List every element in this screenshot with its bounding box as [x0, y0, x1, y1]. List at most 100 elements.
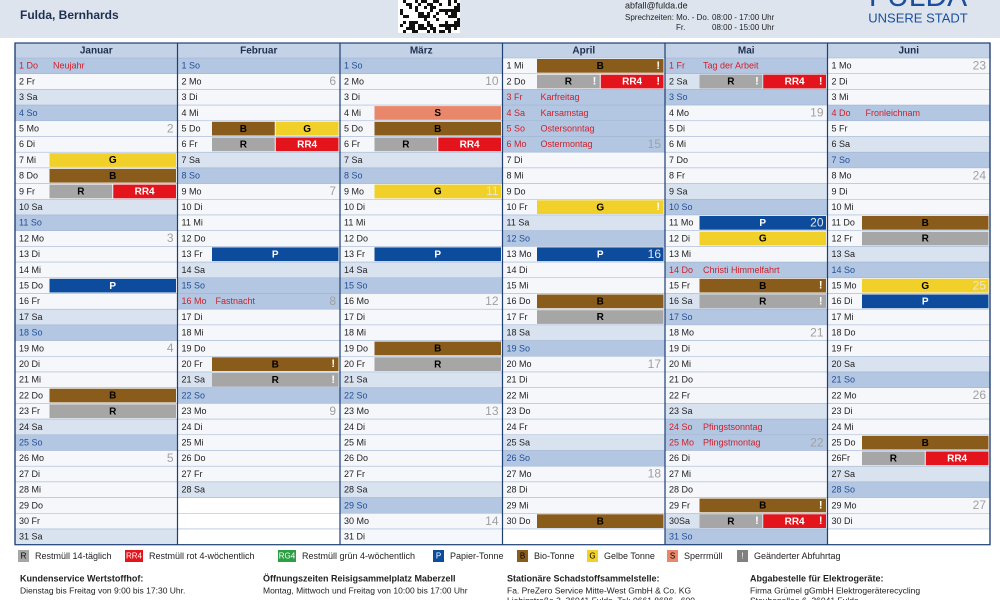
day-cell [177, 104, 341, 122]
day-cell [664, 104, 828, 122]
qr-cell [421, 0, 424, 3]
day-label: 13 Sa [832, 249, 856, 259]
day-label: 10 Mi [832, 202, 854, 212]
day-label: 13 Mi [669, 249, 691, 259]
bin-badge [862, 278, 989, 293]
day-label: 3 Mi [832, 92, 849, 102]
day-label: 1 Fr [669, 61, 685, 71]
qr-cell [448, 3, 451, 6]
qr-cell [415, 9, 418, 12]
day-label: 30 Di [832, 516, 853, 526]
bin-code: G [434, 187, 442, 198]
bin-code: B [922, 438, 929, 449]
day-cell [14, 73, 178, 90]
holiday-name: Pfingstmontag [703, 438, 761, 448]
footer-line: Liebigstraße 3, 36041 Fulda, Tel: 0661 8… [507, 595, 695, 600]
day-label: 6 Fr [344, 139, 360, 149]
day-label: 29 Fr [669, 500, 690, 510]
day-label: 12 Di [669, 233, 690, 243]
legend-code: B [520, 552, 525, 561]
bin-badge [49, 184, 113, 199]
day-label: 18 So [19, 328, 43, 338]
week-number: 15 [648, 137, 662, 151]
day-label: 28 So [832, 485, 856, 495]
day-label: 18 Sa [507, 328, 531, 338]
day-label: 12 Do [344, 233, 368, 243]
day-label: 14 Sa [344, 265, 368, 275]
bin-code: B [240, 124, 247, 135]
day-label: 25 Mi [344, 438, 366, 448]
week-number: 7 [329, 184, 336, 198]
week-number: 23 [973, 59, 987, 73]
legend-swatch [737, 550, 748, 562]
bin-code: B [922, 218, 929, 229]
qr-cell [436, 0, 439, 3]
day-label: 24 Fr [507, 422, 528, 432]
day-label: 1 Mo [832, 61, 852, 71]
week-number: 19 [810, 106, 824, 120]
week-number: 8 [329, 294, 336, 308]
qr-cell [454, 0, 457, 3]
week-number: 18 [648, 467, 662, 481]
hours-time: 08:00 - 15:00 Uhr [712, 23, 775, 32]
qr-cell [400, 9, 403, 12]
day-label: 21 Di [507, 375, 528, 385]
qr-cell [445, 9, 448, 12]
day-label: 8 Do [19, 171, 38, 181]
qr-cell [424, 18, 427, 21]
day-cell [827, 89, 991, 106]
day-label: 5 So [507, 124, 526, 134]
qr-cell [430, 24, 433, 27]
day-cell [827, 136, 991, 153]
day-label: 13 Mo [507, 249, 532, 259]
legend-swatch [278, 550, 296, 562]
hours-label: Fr. [676, 23, 685, 32]
day-label: 28 Sa [344, 485, 368, 495]
holiday-name: Ostersonntag [541, 124, 595, 134]
changed-flag: ! [656, 60, 660, 72]
day-label: 10 So [669, 202, 693, 212]
day-label: 3 Sa [19, 92, 38, 102]
day-cell [177, 73, 341, 90]
qr-cell [421, 15, 424, 18]
day-label: 19 Do [182, 343, 206, 353]
qr-cell [439, 24, 442, 27]
slogan: UNSERE STADT [868, 10, 967, 25]
qr-cell [430, 6, 433, 9]
day-label: 11 Mi [344, 218, 365, 228]
day-label: 7 Di [507, 155, 523, 165]
qr-cell [439, 3, 442, 6]
day-label: 13 Di [19, 249, 40, 259]
bin-code: R [890, 453, 898, 464]
day-label: 8 So [182, 171, 201, 181]
bin-badge [699, 216, 826, 230]
day-label: 31 So [669, 532, 693, 542]
day-label: 20 Fr [344, 359, 365, 369]
week-number: 16 [648, 247, 662, 261]
bin-badge [537, 200, 664, 214]
day-label: 1 Do [19, 61, 38, 71]
bin-badge [763, 74, 826, 89]
day-label: 8 Fr [669, 171, 685, 181]
bin-badge [374, 184, 501, 199]
bin-code: R [759, 296, 767, 307]
day-label: 6 Di [19, 139, 35, 149]
day-label: 25 Sa [507, 438, 531, 448]
day-label: 30 Fr [19, 516, 40, 526]
bin-code: B [272, 359, 279, 370]
bin-badge [537, 294, 664, 309]
day-cell [827, 167, 991, 184]
qr-cell [451, 24, 454, 27]
legend-swatch [125, 550, 143, 562]
week-number: 2 [167, 121, 174, 135]
qr-cell [433, 27, 436, 30]
day-label: 24 So [669, 422, 693, 432]
day-label: 5 Mo [19, 124, 39, 134]
bin-badge [374, 247, 501, 262]
legend-code: S [670, 552, 675, 561]
day-label: 23 Mo [182, 406, 207, 416]
legend-label: Bio-Tonne [534, 551, 575, 561]
qr-cell [418, 12, 421, 15]
day-label: 29 Do [19, 500, 43, 510]
bin-badge [699, 231, 826, 246]
